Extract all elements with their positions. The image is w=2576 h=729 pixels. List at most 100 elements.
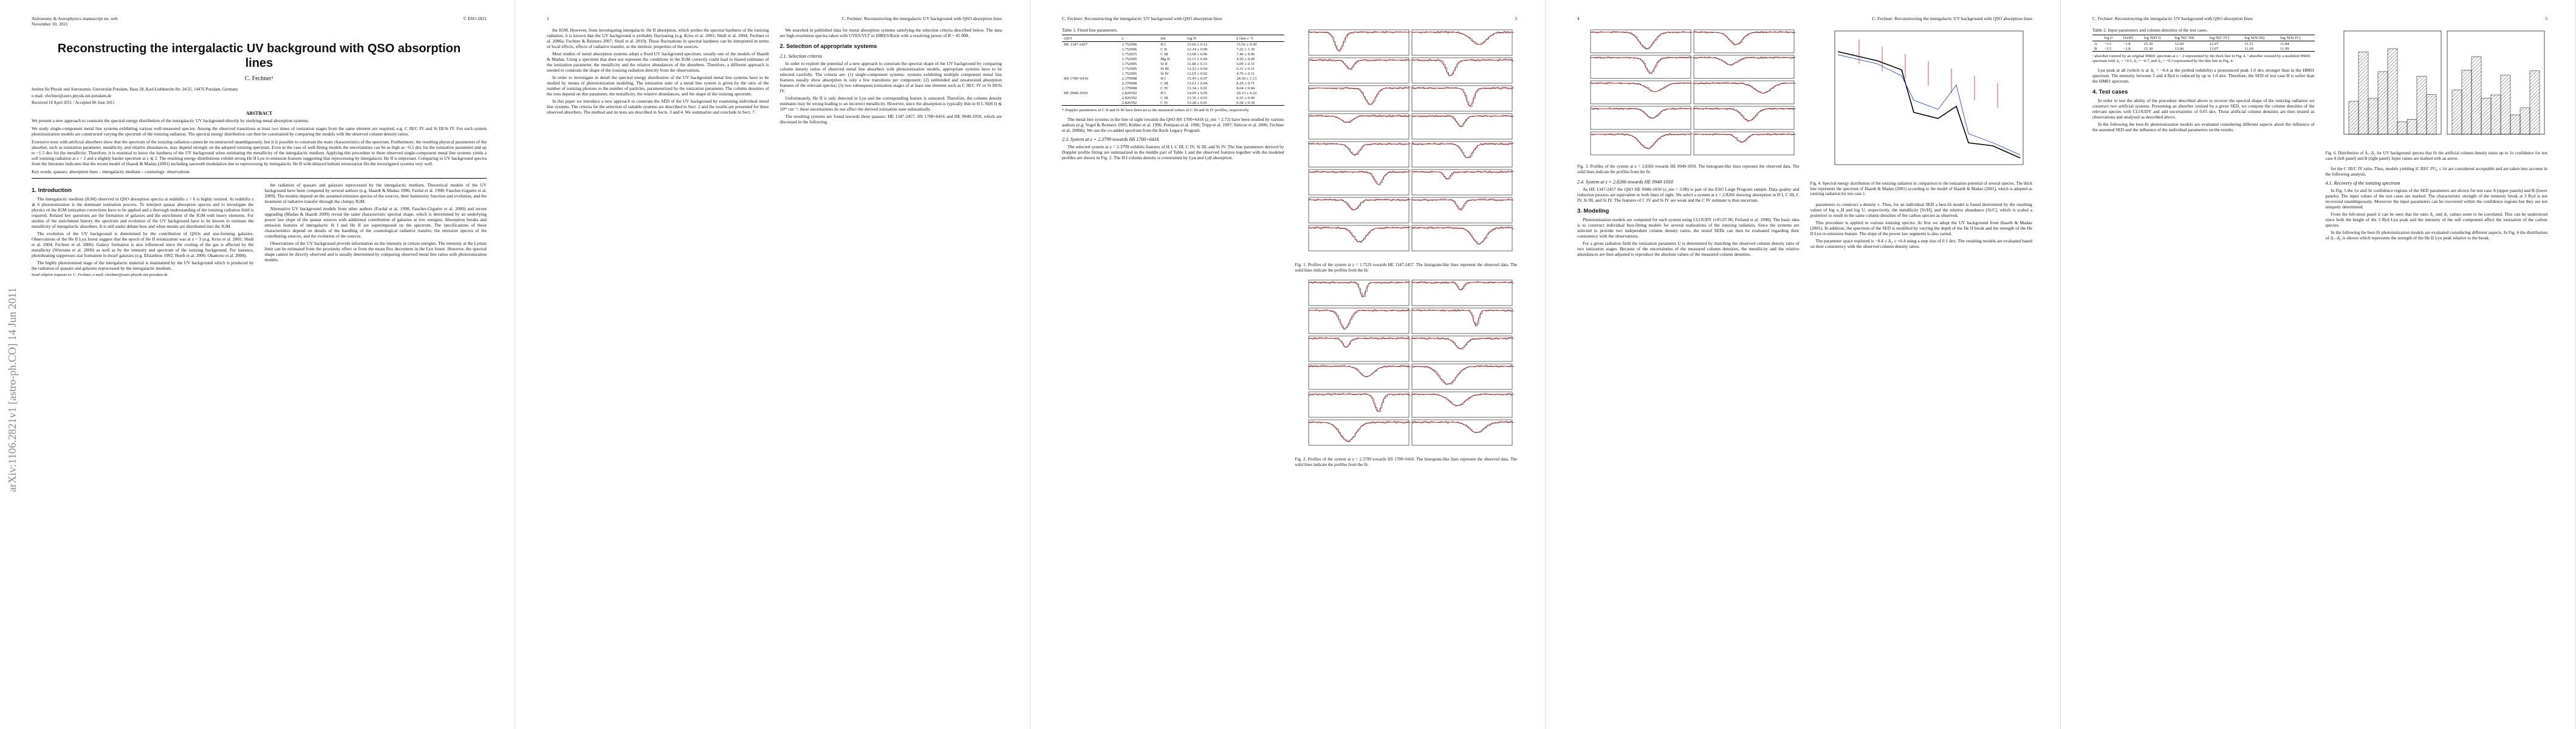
- spectrum: [1308, 115, 1411, 123]
- panel-frame: [1308, 279, 1409, 306]
- text-block: Key words. quasars: absorption lines – i…: [32, 169, 190, 174]
- figure-caption: Fig. 6. Distribution of Δ₁–Δ₂ for UV bac…: [2325, 151, 2548, 161]
- panel-frame: [1411, 335, 1512, 362]
- table-cell: Si III: [1160, 66, 1169, 71]
- table-cell: 8.64 ± 0.84: [1236, 86, 1255, 91]
- panel-frame: [1411, 307, 1512, 334]
- table-cell: [1062, 56, 1120, 61]
- text-block: Extensive tests with artificial absorber…: [32, 139, 487, 166]
- text-block: the radiation of quasars and galaxies re…: [264, 182, 487, 204]
- panel-frame: [1411, 29, 1512, 56]
- running-header: Astronomy & Astrophysics manuscript no. …: [32, 16, 487, 27]
- panel-frame: [1308, 169, 1409, 196]
- panel-frame: [1308, 197, 1409, 224]
- table-cell: C III: [1160, 52, 1168, 56]
- column: We searched in published data for metal …: [780, 27, 1002, 126]
- spectrum: [1411, 115, 1514, 128]
- panel-frame: [1308, 113, 1409, 140]
- table-cell: 6.35 ± 0.06: [1236, 95, 1255, 100]
- text-block: parameters to construct a density ν. Thu…: [1810, 201, 2033, 218]
- fit-profile: [1411, 422, 1512, 433]
- panel-frame: [1411, 197, 1512, 224]
- table-cell: 13.61 ± 0.04: [1187, 81, 1208, 86]
- table-cell: [1062, 81, 1120, 86]
- text-block: Unfortunately, He II is only detected in…: [779, 95, 1002, 112]
- page: C. Fechner: Reconstructing the intergala…: [1030, 0, 1546, 729]
- fit-profile: [1411, 199, 1512, 210]
- table-cell: 11.99: [2278, 46, 2315, 52]
- table-cell: 6.31 ± 0.31: [1236, 66, 1255, 71]
- fit-profile: [1411, 32, 1512, 45]
- table-row: 2.826592 C III 13.36 ± 0.03 6.35 ± 0.06: [1062, 95, 1284, 100]
- table-cell: 2.826592: [1120, 100, 1159, 106]
- page: 2 C. Fechner: Reconstructing the intergal…: [515, 0, 1030, 729]
- text-block: In order to explore the potential of a n…: [779, 61, 1002, 94]
- fit-profile: [1411, 338, 1512, 349]
- text-block: Received 14 April 2011 / Accepted 06 Jun…: [32, 100, 115, 105]
- column: Fig. 1. Profiles of the system at z = 1.…: [1295, 27, 1518, 472]
- spectrum: [1411, 227, 1514, 245]
- spectrum: [1411, 365, 1514, 385]
- text-block: In order to investigate in detail the sp…: [547, 75, 769, 97]
- table-cell: [1062, 95, 1120, 100]
- spectrum: [1308, 421, 1411, 442]
- table-cell: [1062, 71, 1120, 76]
- figure-caption: Fig. 2. Profiles of the system at z = 2.…: [1295, 457, 1518, 467]
- table-cell: H I: [1160, 76, 1166, 81]
- table-row: HE 1347-2457 1.752906 H I 15.66 ± 0.12 15.56…: [1062, 42, 1284, 47]
- page: 4 C. Fechner: Reconstructing the intergal…: [1546, 0, 2061, 729]
- heading: 2.4. System at z = 2.8266 towards HE 094…: [1577, 179, 1673, 185]
- figure: [2343, 30, 2544, 135]
- header-right: © ESO 2021: [463, 16, 487, 21]
- header-left: C. Fechner: Reconstructing the intergala…: [1062, 16, 1222, 21]
- fit-profile: [1308, 87, 1409, 105]
- table-cell: [1062, 52, 1120, 56]
- table-cell: 1.752815: [1122, 52, 1137, 56]
- hist-bar: [2529, 70, 2540, 135]
- table-cell: 8.29 ± 0.71: [1236, 81, 1255, 86]
- table-cell: 2.379908: [1122, 76, 1137, 81]
- panel-frame: [1411, 113, 1512, 140]
- spectrum: [1411, 87, 1514, 107]
- hist-bar: [2377, 71, 2388, 135]
- spectrum: [1694, 108, 1796, 122]
- panel-frame: [1308, 307, 1409, 334]
- text-block: Most studies of metal absorption systems…: [547, 51, 769, 73]
- spectrum: [1308, 281, 1411, 297]
- column: Table 2. Input parameters and column den…: [2092, 27, 2315, 242]
- text-block: This procedure is applied to various ion…: [1810, 219, 2033, 236]
- fit-profile: [1308, 171, 1409, 185]
- table-cell: 1.752905: [1122, 56, 1137, 61]
- table-cell: 6.58 ± 0.39: [1235, 100, 1284, 106]
- table-cell: 1.752905: [1122, 61, 1137, 66]
- panel-frame: [1308, 141, 1409, 168]
- table-head-cell: b [km s⁻¹]: [1235, 35, 1284, 42]
- hist-bar: [2451, 89, 2462, 135]
- table-cell: 13.34 ± 0.01: [1187, 86, 1208, 91]
- table-cell: 13.07: [2207, 46, 2243, 52]
- table-head-cell: log U: [2102, 35, 2122, 41]
- table-cell: 20.13 ± 0.22: [1236, 91, 1257, 95]
- spectrum: [1308, 365, 1411, 377]
- heading: 2.3. System at z = 2.3799 towards HS 170…: [1062, 137, 1159, 142]
- running-header: C. Fechner: Reconstructing the intergala…: [1062, 16, 1517, 21]
- column: Fig. 3. Profiles of the system at z = 2.…: [1577, 27, 1800, 259]
- table-row: HE 0940-1050 2.826592 H I 14.69 ± 0.05 20.13…: [1062, 91, 1284, 95]
- table-cell: Mg II: [1160, 56, 1170, 61]
- table-row: 1.752905 Mg II 12.11 ± 0.04 4.50 ± 0.09: [1062, 56, 1284, 61]
- table-cell: 24.30 ± 1.13: [1236, 76, 1257, 81]
- table-cell: 7.22 ± 1.30: [1236, 47, 1255, 52]
- table-row: 1.752905 Si III 12.23 ± 0.04 6.31 ± 0.31: [1062, 66, 1284, 71]
- text-block: We present a new approach to constrain t…: [32, 118, 309, 123]
- spectrum: [1411, 171, 1514, 180]
- fit-profile: [1411, 227, 1512, 244]
- panel-frame: [1308, 29, 1409, 56]
- panel-frame: [1411, 169, 1512, 196]
- text-block: Send offprint requests to: C. Fechner, e…: [32, 273, 168, 277]
- fit-profile: [1308, 199, 1409, 211]
- hist-bar: [2490, 94, 2501, 135]
- table-cell: 15.56 ± 0.50: [1236, 42, 1257, 47]
- fit-profile: [1411, 60, 1512, 77]
- spectrum: [1694, 133, 1796, 143]
- fit-profile: [1308, 115, 1409, 123]
